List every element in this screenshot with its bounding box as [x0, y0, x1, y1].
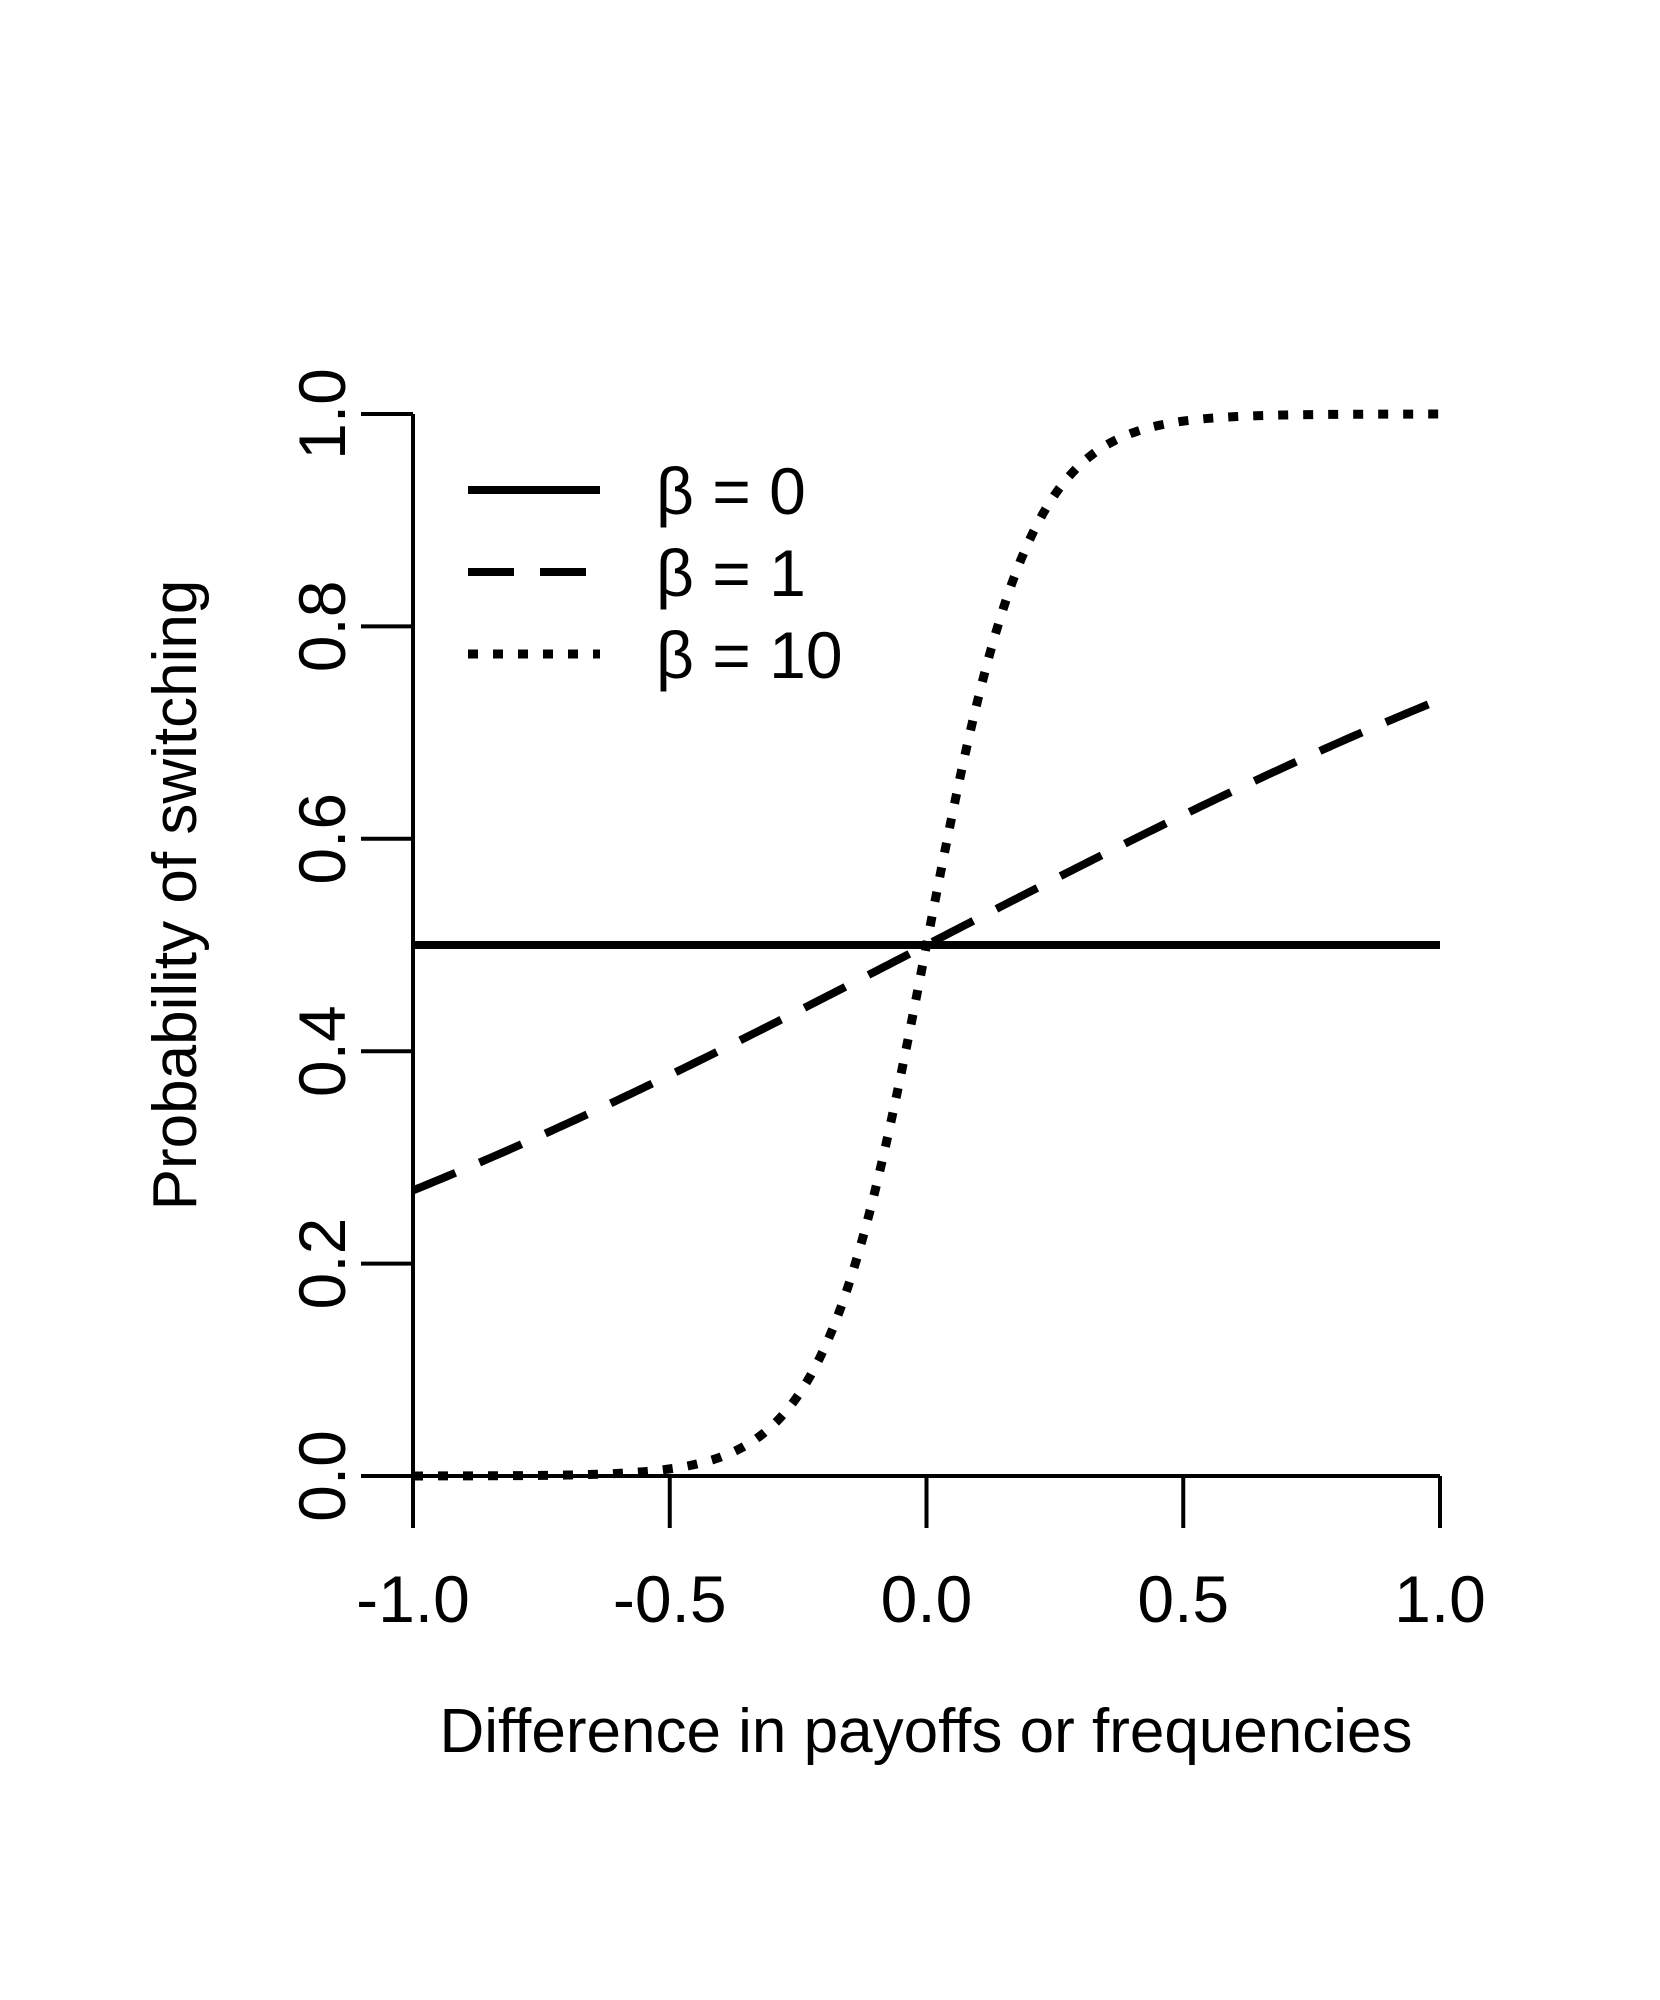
series-line-beta-10 [413, 409, 1440, 1481]
y-tick-label: 0.0 [285, 1430, 359, 1522]
x-axis-title: Difference in payoffs or frequencies [439, 1697, 1412, 1766]
y-axis-ticks: 0.0 0.2 0.4 0.6 0.8 1.0 [285, 368, 413, 1522]
x-tick-label: -1.0 [356, 1562, 470, 1636]
series-layer [411, 409, 1442, 1481]
x-tick-label: 1.0 [1394, 1562, 1486, 1636]
x-tick-label: -0.5 [613, 1562, 727, 1636]
series-line-beta-1 [411, 695, 1442, 1195]
y-tick-label: 0.8 [285, 581, 359, 673]
y-tick-label: 0.4 [285, 1005, 359, 1097]
legend-label-beta-1: β = 1 [656, 536, 806, 610]
y-tick-label: 1.0 [285, 368, 359, 460]
legend-label-beta-10: β = 10 [656, 618, 843, 692]
y-tick-label: 0.6 [285, 793, 359, 885]
y-axis-title: Probability of switching [141, 580, 210, 1211]
x-tick-label: 0.0 [881, 1562, 973, 1636]
x-axis-ticks: -1.0 -0.5 0.0 0.5 1.0 [356, 1476, 1486, 1636]
x-tick-label: 0.5 [1137, 1562, 1229, 1636]
legend-label-beta-0: β = 0 [656, 454, 806, 528]
legend: β = 0 β = 1 β = 10 [468, 454, 843, 692]
y-tick-label: 0.2 [285, 1218, 359, 1310]
